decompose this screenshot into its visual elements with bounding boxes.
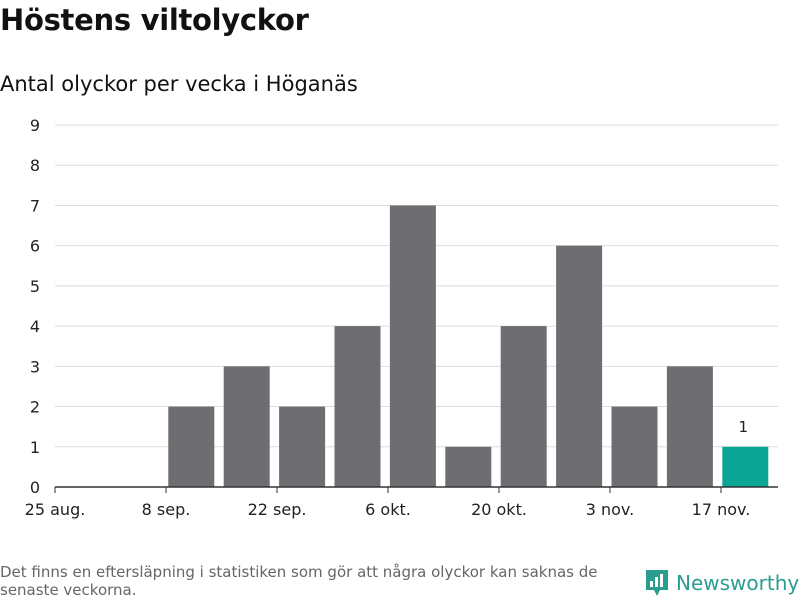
y-tick-label: 2 [30, 398, 40, 417]
bar [556, 245, 603, 487]
x-tick-label: 6 okt. [365, 500, 411, 519]
y-tick-label: 0 [30, 478, 40, 497]
bar [279, 406, 326, 487]
x-tick-label: 3 nov. [586, 500, 635, 519]
y-tick-label: 1 [30, 438, 40, 457]
bar [389, 205, 436, 487]
bar [168, 406, 215, 487]
chart-subtitle: Antal olyckor per vecka i Höganäs [0, 72, 358, 96]
data-label: 1 [739, 418, 749, 436]
x-tick-label: 22 sep. [248, 500, 307, 519]
brand-logo: Newsworthy [644, 568, 799, 598]
bars [168, 205, 769, 487]
x-tick-label: 17 nov. [692, 500, 751, 519]
brand-name: Newsworthy [676, 571, 800, 595]
y-tick-label: 5 [30, 277, 40, 296]
bar-chart: 0 1 2 3 4 5 6 7 8 9 25 aug. 8 sep. 22 sep. 6 okt. 20 … [25, 116, 778, 519]
y-tick-label: 8 [30, 156, 40, 175]
y-tick-label: 7 [30, 196, 40, 215]
x-tick-label: 8 sep. [142, 500, 191, 519]
chart-title: Höstens viltolyckor [0, 3, 309, 37]
bar [500, 326, 547, 487]
x-tick-label: 25 aug. [25, 500, 86, 519]
bar [223, 366, 270, 487]
bar [445, 446, 492, 487]
newsworthy-logo-icon [646, 570, 668, 596]
x-axis-ticks: 25 aug. 8 sep. 22 sep. 6 okt. 20 okt. 3 nov. 1… [25, 487, 751, 519]
y-tick-label: 6 [30, 237, 40, 256]
footnote: Det finns en eftersläpning i statistiken… [0, 563, 598, 599]
bar [611, 406, 658, 487]
bar [334, 326, 381, 487]
bar [666, 366, 713, 487]
x-tick-label: 20 okt. [471, 500, 527, 519]
y-axis-ticks: 0 1 2 3 4 5 6 7 8 9 [30, 116, 40, 497]
y-tick-label: 4 [30, 317, 40, 336]
bar-highlight [722, 446, 769, 487]
y-tick-label: 9 [30, 116, 40, 135]
y-tick-label: 3 [30, 357, 40, 376]
data-labels: 1 [739, 418, 749, 436]
